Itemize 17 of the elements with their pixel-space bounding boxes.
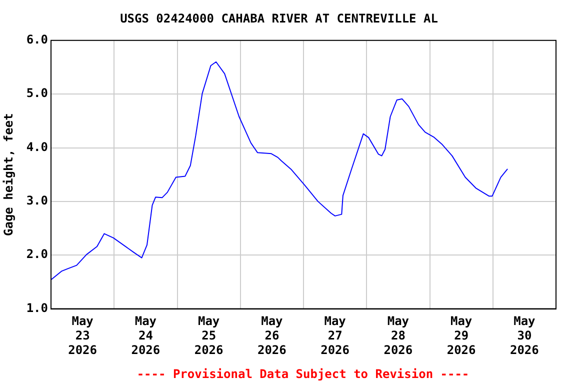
x-tick-label: May 23 2026 <box>68 314 98 357</box>
x-tick-label: May 28 2026 <box>384 314 413 357</box>
x-tick-label: May 24 2026 <box>131 314 160 357</box>
y-tick-label: 3.0 <box>26 194 48 208</box>
y-tick-label: 5.0 <box>26 86 48 100</box>
x-tick-label: May 29 2026 <box>446 314 476 357</box>
x-tick-label: May 27 2026 <box>320 314 350 357</box>
chart-title: USGS 02424000 CAHABA RIVER AT CENTREVILLE AL <box>120 11 438 26</box>
y-axis-title: Gage height, feet <box>1 113 16 236</box>
text: ---- Provisional Data Subject to Revision ---- <box>136 367 470 382</box>
y-tick-label: 2.0 <box>26 247 48 262</box>
x-tick-label: May 25 2026 <box>194 314 224 357</box>
y-tick-label: 4.0 <box>26 140 48 154</box>
x-tick-label: May 26 2026 <box>257 314 286 357</box>
y-tick-label: 1.0 <box>26 300 48 315</box>
x-tick-label: May 30 2026 <box>510 314 539 357</box>
y-tick-label: 6.0 <box>26 32 48 47</box>
